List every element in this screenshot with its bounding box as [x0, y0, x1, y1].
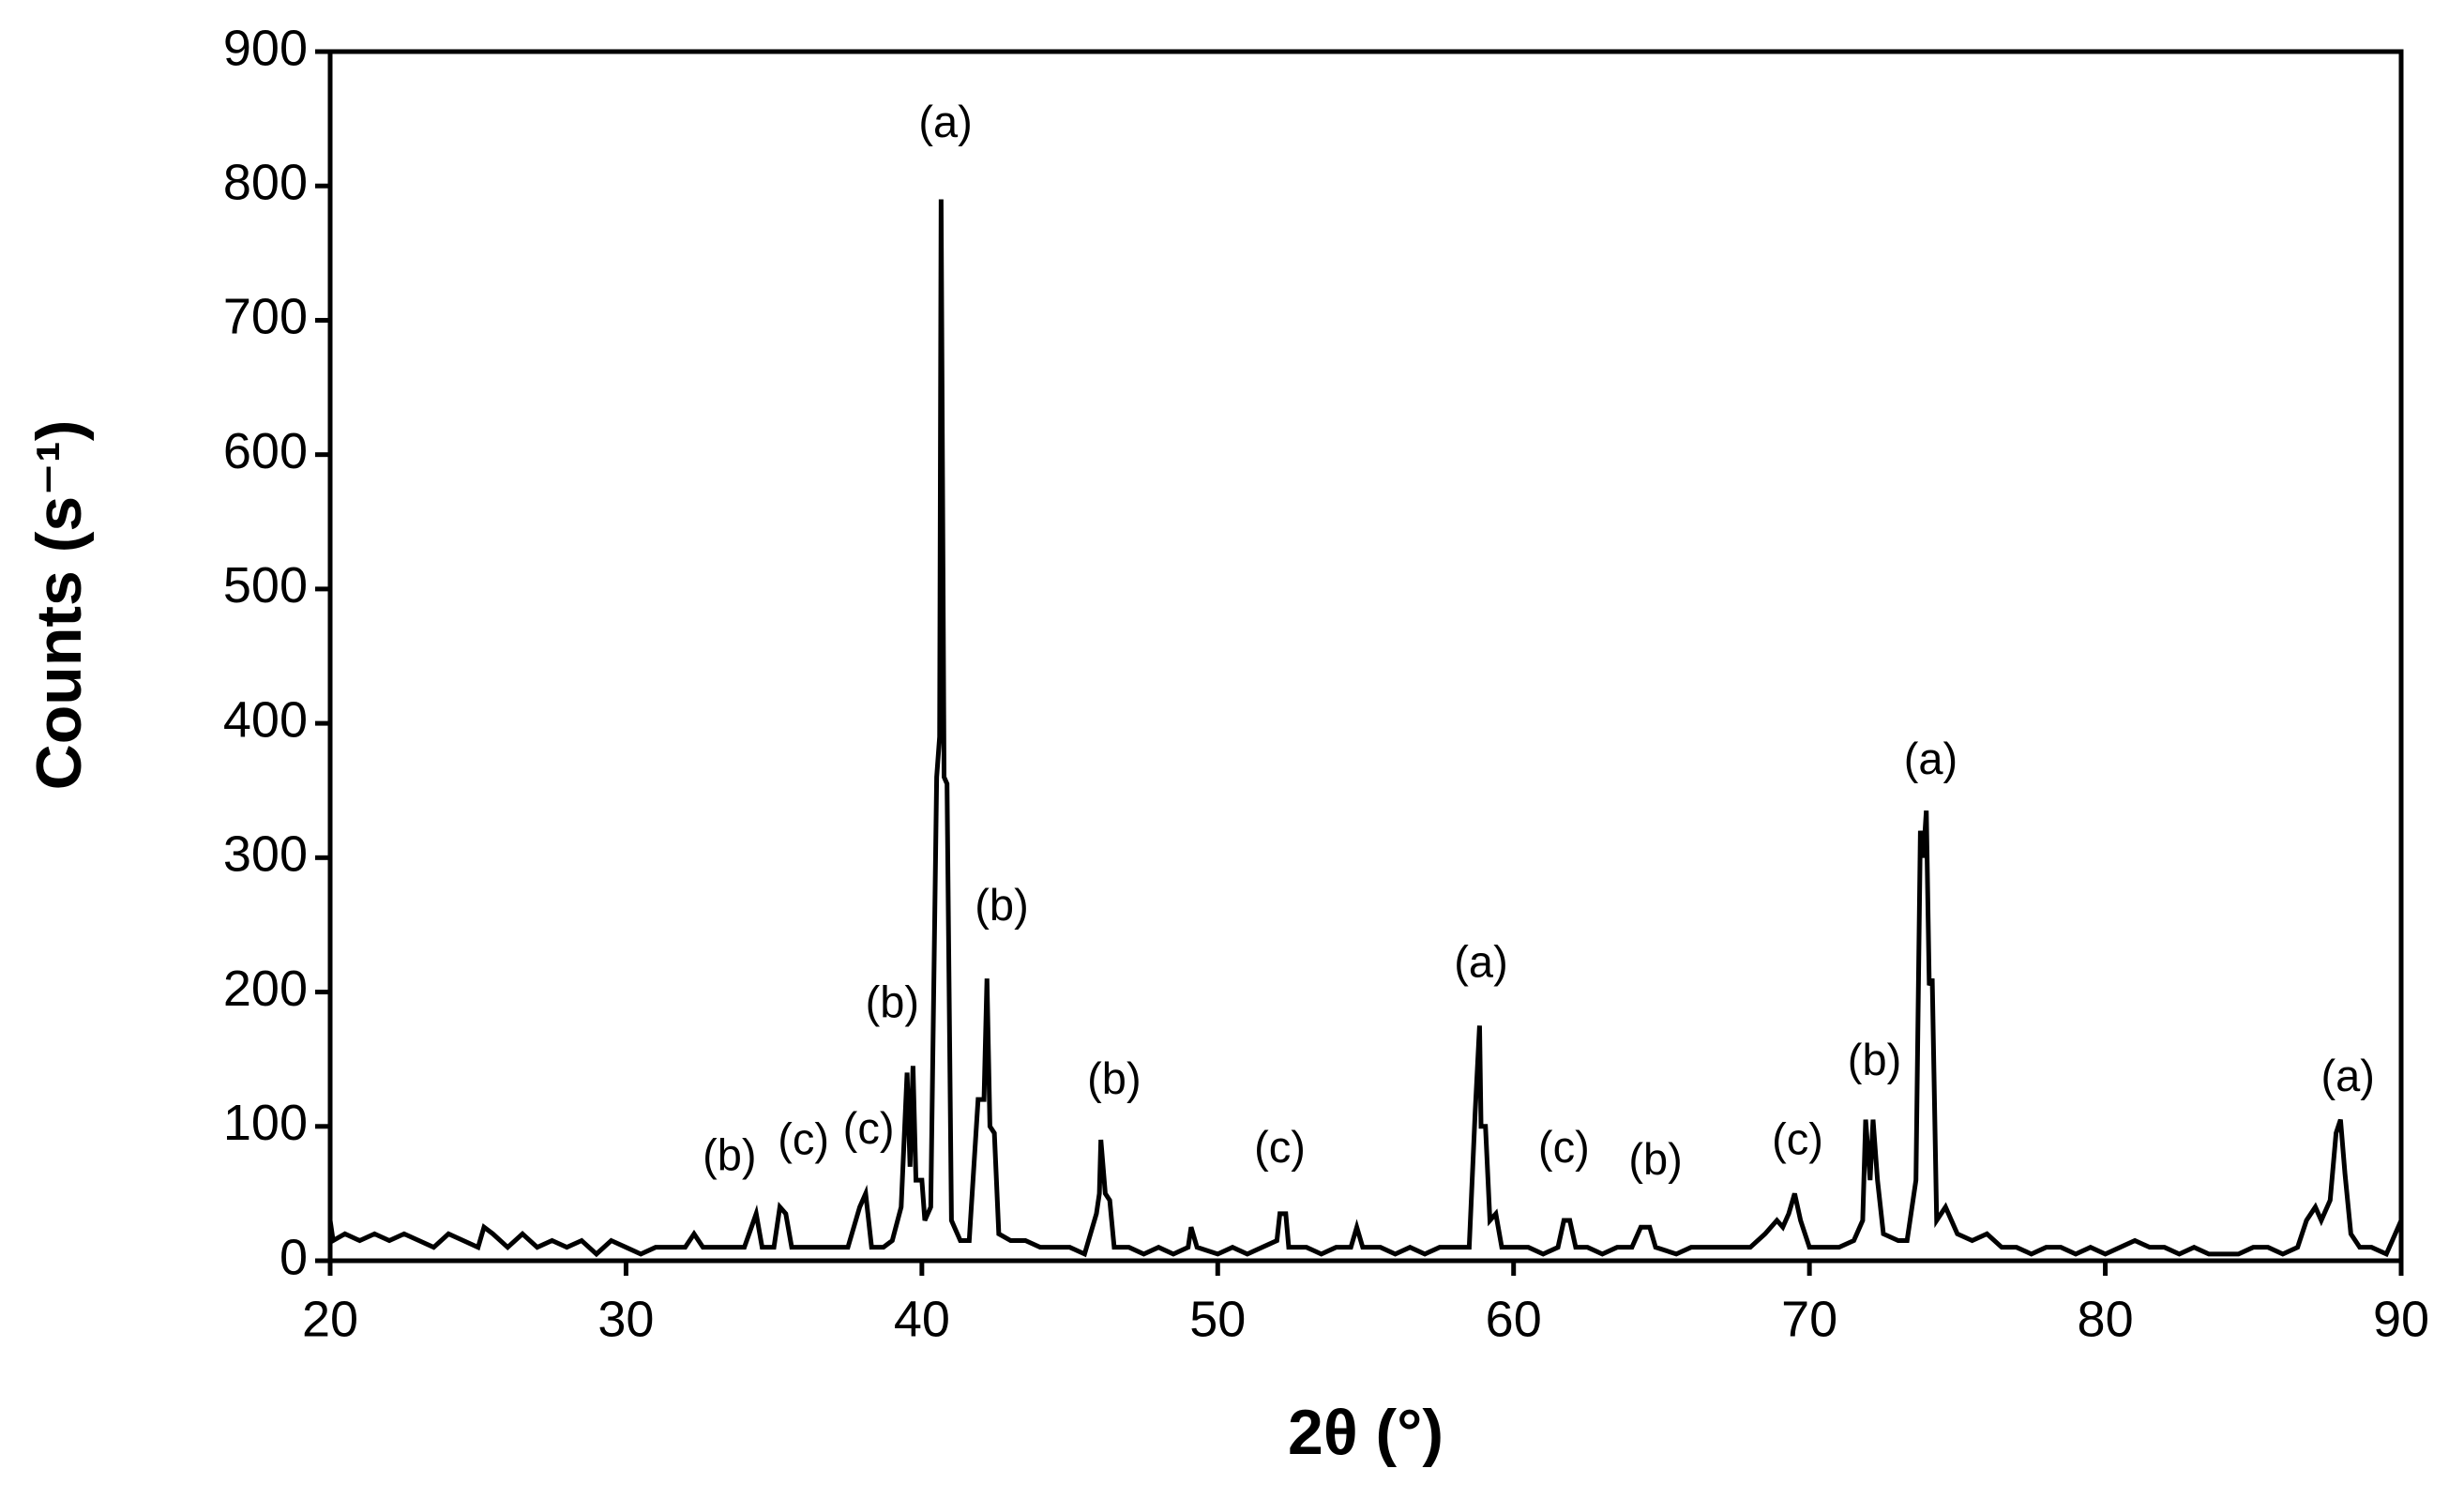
y-axis-title: Counts (s⁻¹): [23, 420, 95, 791]
x-tick-label: 70: [1781, 1291, 1837, 1347]
peak-label: (a): [1904, 734, 1958, 783]
data-line: [327, 199, 2404, 1258]
peak-label: (c): [778, 1113, 829, 1163]
peak-label: (b): [975, 880, 1028, 930]
peak-label: (c): [843, 1103, 895, 1153]
peak-label: (b): [1848, 1035, 1901, 1084]
plot-frame: [327, 49, 2404, 1264]
peak-label: (c): [1538, 1122, 1590, 1172]
peak-label: (a): [918, 97, 972, 146]
peak-label: (c): [1772, 1113, 1823, 1163]
y-tick-label: 400: [223, 691, 308, 748]
x-tick-label: 80: [2078, 1291, 2134, 1347]
x-axis-title: 2θ (°): [1288, 1397, 1444, 1468]
y-tick-label: 100: [223, 1095, 308, 1151]
x-tick-label: 40: [894, 1291, 950, 1347]
peak-label: (b): [1087, 1053, 1141, 1103]
y-tick-label: 900: [223, 20, 308, 76]
y-tick-label: 200: [223, 961, 308, 1017]
y-tick-label: 0: [280, 1229, 308, 1285]
x-tick-label: 90: [2373, 1291, 2429, 1347]
y-tick-label: 300: [223, 826, 308, 883]
x-tick-label: 60: [1486, 1291, 1542, 1347]
peak-label: (a): [1454, 936, 1507, 986]
peak-label: (a): [2320, 1051, 2374, 1100]
x-tick-label: 30: [597, 1291, 654, 1347]
x-tick-label: 20: [302, 1291, 358, 1347]
x-tick-label: 50: [1189, 1291, 1246, 1347]
y-tick-label: 500: [223, 557, 308, 613]
peak-label: (b): [866, 977, 919, 1026]
y-tick-label: 700: [223, 289, 308, 345]
peak-label: (c): [1254, 1122, 1306, 1172]
peak-label: (b): [703, 1130, 756, 1180]
peak-label: (b): [1628, 1134, 1682, 1184]
y-tick-label: 800: [223, 154, 308, 210]
y-tick-label: 600: [223, 423, 308, 479]
